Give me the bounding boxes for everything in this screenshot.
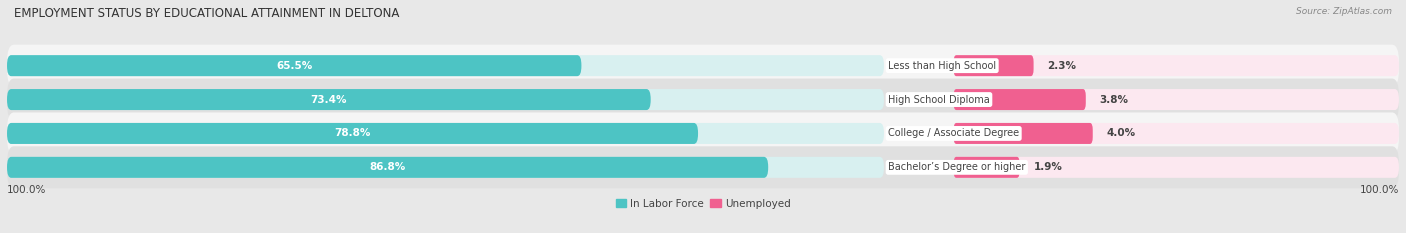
Text: 3.8%: 3.8% [1099, 95, 1129, 105]
Text: College / Associate Degree: College / Associate Degree [889, 128, 1019, 138]
FancyBboxPatch shape [953, 55, 1399, 76]
Text: 86.8%: 86.8% [370, 162, 406, 172]
FancyBboxPatch shape [953, 157, 1399, 178]
Text: 1.9%: 1.9% [1033, 162, 1063, 172]
FancyBboxPatch shape [953, 89, 1085, 110]
FancyBboxPatch shape [7, 89, 884, 110]
Text: 4.0%: 4.0% [1107, 128, 1136, 138]
FancyBboxPatch shape [953, 123, 1092, 144]
FancyBboxPatch shape [7, 123, 884, 144]
Text: 65.5%: 65.5% [276, 61, 312, 71]
FancyBboxPatch shape [7, 79, 1399, 120]
FancyBboxPatch shape [7, 89, 651, 110]
Text: Source: ZipAtlas.com: Source: ZipAtlas.com [1296, 7, 1392, 16]
FancyBboxPatch shape [953, 123, 1399, 144]
FancyBboxPatch shape [7, 45, 1399, 87]
FancyBboxPatch shape [7, 123, 697, 144]
Text: Less than High School: Less than High School [889, 61, 997, 71]
Legend: In Labor Force, Unemployed: In Labor Force, Unemployed [612, 194, 794, 213]
Text: 2.3%: 2.3% [1047, 61, 1077, 71]
Text: 100.0%: 100.0% [1360, 185, 1399, 195]
FancyBboxPatch shape [953, 55, 1033, 76]
Text: High School Diploma: High School Diploma [889, 95, 990, 105]
FancyBboxPatch shape [7, 157, 884, 178]
Text: Bachelor’s Degree or higher: Bachelor’s Degree or higher [889, 162, 1025, 172]
FancyBboxPatch shape [7, 157, 768, 178]
Text: 78.8%: 78.8% [335, 128, 371, 138]
FancyBboxPatch shape [953, 157, 1019, 178]
Text: 100.0%: 100.0% [7, 185, 46, 195]
Text: 73.4%: 73.4% [311, 95, 347, 105]
Text: EMPLOYMENT STATUS BY EDUCATIONAL ATTAINMENT IN DELTONA: EMPLOYMENT STATUS BY EDUCATIONAL ATTAINM… [14, 7, 399, 20]
FancyBboxPatch shape [953, 89, 1399, 110]
FancyBboxPatch shape [7, 55, 884, 76]
FancyBboxPatch shape [7, 55, 582, 76]
FancyBboxPatch shape [7, 146, 1399, 188]
FancyBboxPatch shape [7, 113, 1399, 154]
